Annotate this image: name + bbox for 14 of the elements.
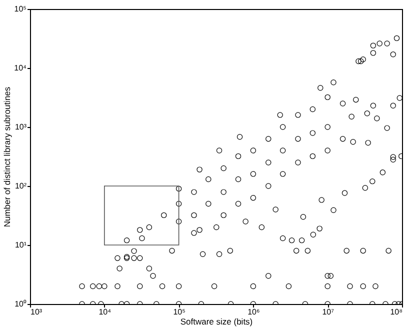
y-tick-label: 10² [14,182,27,190]
x-tick-label: 10⁸ [390,308,402,316]
x-tick-label: 10⁴ [98,308,112,316]
y-tick-label: 10⁵ [14,4,26,14]
y-tick-label: 10¹ [14,240,27,250]
y-tick-label: 10⁰ [14,300,26,308]
x-axis-title: Software size (bits) [180,316,253,326]
y-tick-label: 10³ [14,122,27,132]
y-tick-label: 10⁴ [14,64,28,72]
x-tick-label: 10⁵ [173,308,186,316]
x-tick-label: 10³ [30,308,42,316]
y-axis-title: Number of distinct library subroutines [2,86,12,228]
x-tick-label: 10⁶ [248,308,260,316]
x-tick-label: 10⁷ [322,308,334,316]
